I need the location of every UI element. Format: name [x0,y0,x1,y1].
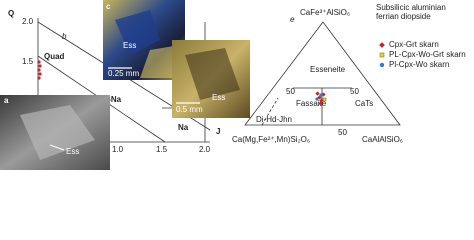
legend-label: PL-Cpx-Wo-Grt skarn [389,50,466,59]
note-text: Subsilicic aluminian [376,3,446,12]
ternary-diagram: e CaFe³⁺AlSiO₆ Ca(Mg,Fe²⁺,Mn)Si₂O₆ CaAlA… [232,3,466,144]
x-tick-label: 1.0 [112,145,124,154]
panel-label: e [290,15,295,24]
x-tick-label: 2.0 [199,145,211,154]
figure: Q J b 2.0 1.5 1.0 1.5 2.0 Quad Ca-Na Na … [0,0,466,170]
panel-label: a [4,96,9,105]
field-boundary [261,97,279,126]
field-label: Esseneite [310,65,346,74]
region-label: Na [178,123,189,132]
mineral-label: Ess [66,147,79,156]
y-tick-label: 2.0 [22,17,34,26]
legend-label: Pl-Cpx-Wo skarn [389,60,449,69]
legend-label: Cpx-Grt skarn [389,40,439,49]
note-text: ferrian diopside [376,12,431,21]
data-points [315,91,327,106]
triangle [244,21,401,126]
panel-label: b [62,32,67,41]
panel-label: c [106,2,111,11]
field-label: CaTs [355,99,373,108]
x-axis-label: J [216,127,220,136]
y-tick-label: 1.5 [22,57,34,66]
x-tick-label: 1.5 [156,145,168,154]
scale-label: 0.5 mm [176,105,203,114]
field-label: Fassaite [296,99,327,108]
mineral-label: Ess [212,93,225,102]
apex-label: Ca(Mg,Fe²⁺,Mn)Si₂O₆ [232,135,310,144]
field-label: Di-Hd-Jhn [256,115,292,124]
y-axis-label: Q [8,9,14,18]
scale-label: 0.25 mm [108,69,139,78]
data-points [37,60,42,80]
micrograph: a Ess [0,95,110,170]
mineral-label: Ess [123,41,136,50]
note: Subsilicic aluminian ferrian diopside [376,3,446,21]
micrograph: Ess 0.5 mm [172,40,250,118]
apex-label: CaAlAlSiO₆ [362,135,403,144]
tick-label: 50 [338,128,347,137]
region-label: Quad [44,52,65,61]
tick-label: 50 [350,87,359,96]
tick-label: 50 [286,87,295,96]
micrograph: c Ess 0.25 mm [103,0,185,80]
apex-label: CaFe³⁺AlSiO₆ [300,8,350,17]
legend: Cpx-Grt skarn PL-Cpx-Wo-Grt skarn Pl-Cpx… [379,40,466,69]
